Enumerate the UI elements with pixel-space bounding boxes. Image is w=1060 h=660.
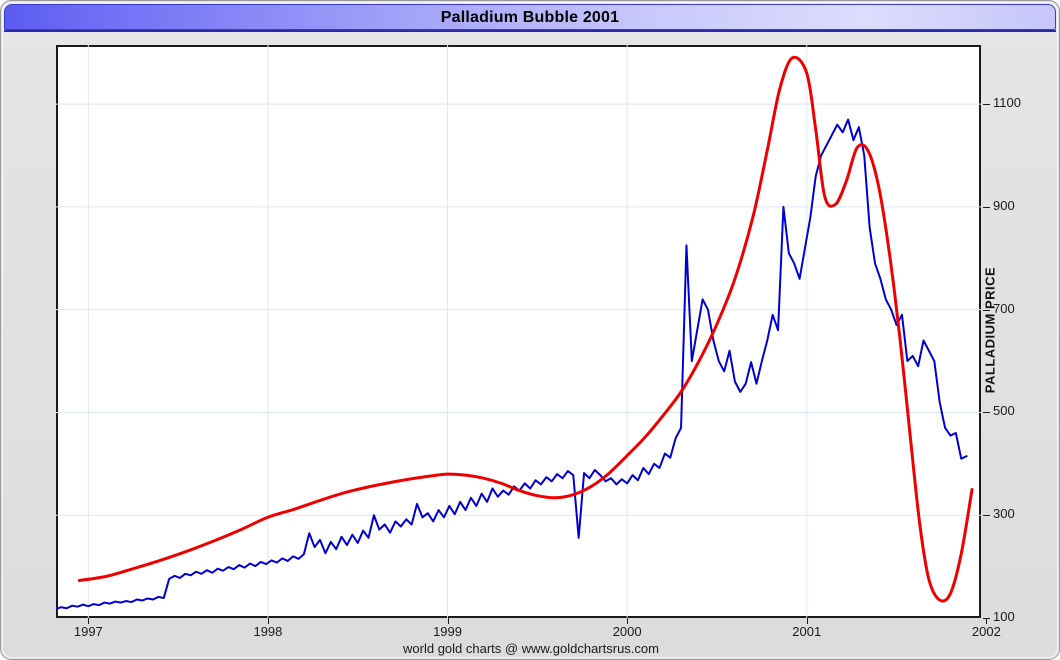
x-tick-mark bbox=[627, 618, 629, 624]
series-trend-line bbox=[77, 55, 974, 603]
x-tick-label: 2002 bbox=[971, 624, 1001, 639]
page-title: Palladium Bubble 2001 bbox=[440, 9, 620, 26]
x-tick-label: 1997 bbox=[73, 624, 103, 639]
y-tick-label: 900 bbox=[993, 197, 1015, 213]
chart-canvas bbox=[56, 45, 981, 618]
y-tick-label: 1100 bbox=[993, 95, 1021, 111]
x-tick-mark bbox=[88, 618, 90, 624]
x-tick-label: 2001 bbox=[792, 624, 822, 639]
y-tick-mark bbox=[983, 206, 990, 208]
y-tick-mark bbox=[983, 515, 990, 517]
plot-area bbox=[56, 45, 981, 618]
x-tick-label: 1999 bbox=[433, 624, 462, 639]
x-tick-mark bbox=[267, 618, 269, 624]
x-tick-mark bbox=[806, 618, 808, 624]
series-price-line bbox=[56, 118, 968, 610]
y-tick-mark bbox=[983, 104, 990, 106]
titlebar-divider bbox=[4, 30, 1056, 32]
x-tick-label: 1998 bbox=[253, 624, 283, 639]
y-tick-label: 100 bbox=[993, 609, 1015, 624]
y-tick-label: 500 bbox=[993, 403, 1015, 419]
plot-background bbox=[56, 45, 981, 618]
x-tick-mark bbox=[447, 618, 449, 624]
y-tick-mark bbox=[983, 412, 990, 414]
x-tick-label: 2000 bbox=[612, 624, 642, 639]
y-axis-title: PALLADIUM PRICE bbox=[982, 266, 998, 394]
x-tick-mark bbox=[986, 618, 988, 624]
y-tick-label: 300 bbox=[993, 506, 1015, 522]
y-tick-label: 700 bbox=[993, 300, 1015, 316]
window-titlebar: Palladium Bubble 2001 bbox=[4, 4, 1056, 30]
y-tick-mark bbox=[983, 309, 990, 311]
chart-attribution: world gold charts @ www.goldchartsrus.co… bbox=[403, 641, 659, 656]
